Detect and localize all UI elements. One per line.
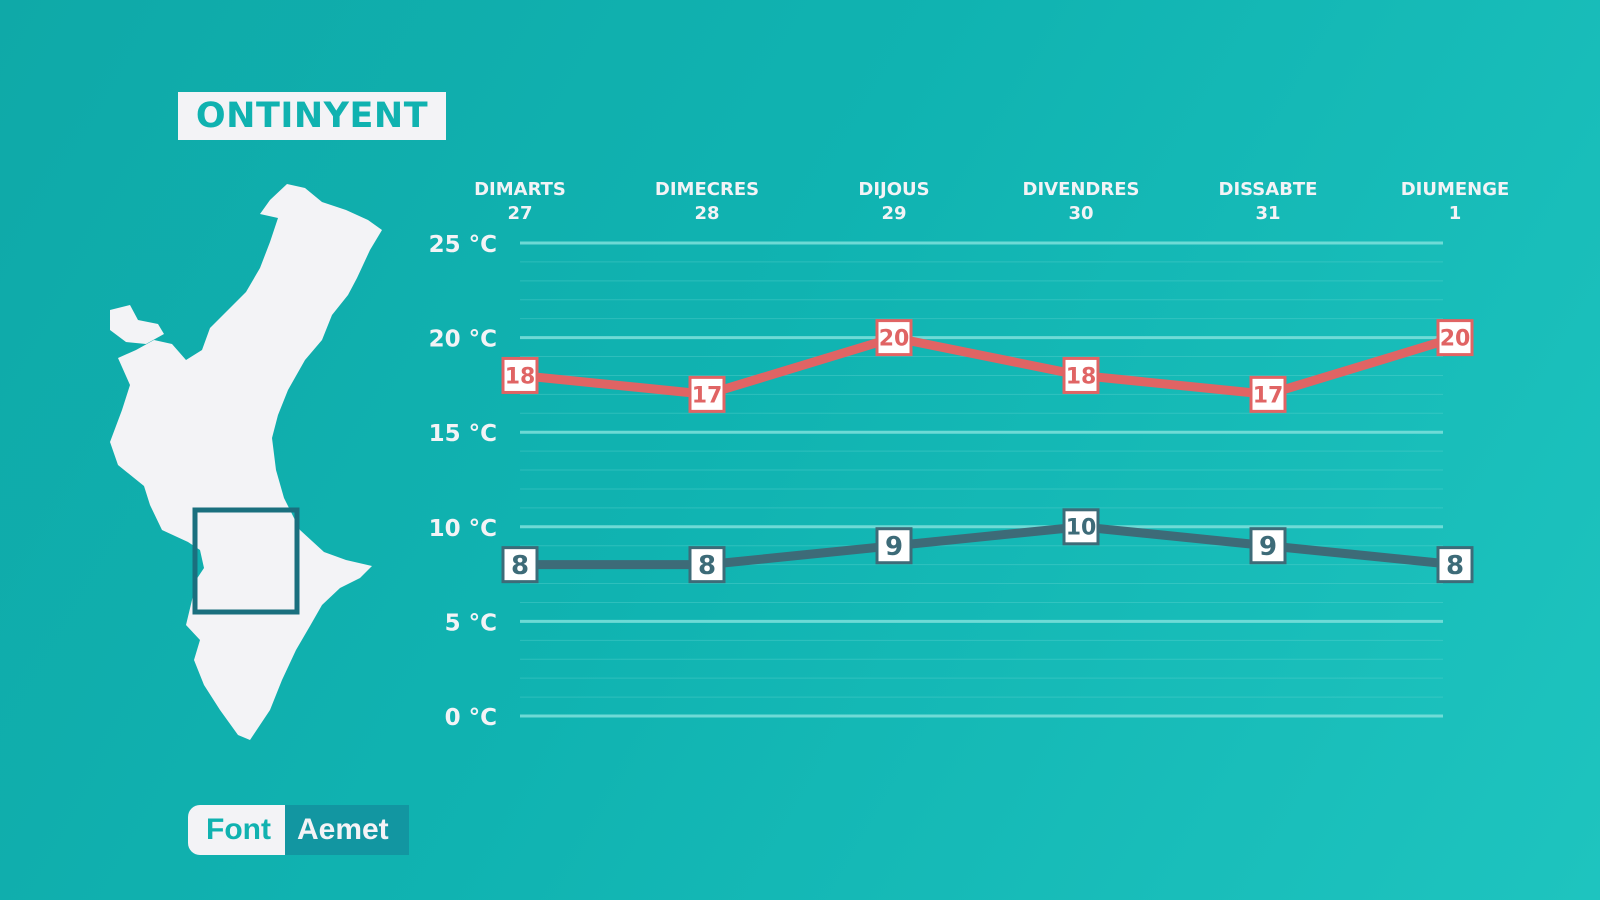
location-title-box: ONTINYENT [178,92,446,140]
y-tick-label: 20 °C [429,327,497,353]
data-point-min: 10 [1062,508,1100,546]
data-point-box [1249,527,1287,565]
data-point-label: 8 [698,551,716,581]
data-point-box [688,546,726,584]
data-point-label: 17 [692,383,723,408]
data-point-label: 10 [1066,516,1097,541]
data-point-box [501,356,539,394]
data-point-min: 8 [688,546,726,584]
data-point-max: 20 [875,319,913,357]
data-point-box [1062,356,1100,394]
data-point-box [875,527,913,565]
x-category-day: DIJOUS [858,179,929,200]
data-point-box [1436,546,1474,584]
location-marker-box [192,507,300,615]
y-tick-label: 5 °C [445,610,497,636]
x-category-date: 30 [1068,203,1093,224]
x-category-date: 31 [1255,203,1280,224]
data-point-max: 17 [1249,375,1287,413]
series-lines [519,333,1457,570]
data-point-box [688,375,726,413]
data-point-label: 9 [885,532,903,562]
data-point-box [875,319,913,357]
data-point-max: 20 [1436,319,1474,357]
data-point-label: 18 [505,364,536,389]
data-labels: 18 17 20 18 17 20 8 8 9 10 9 8 [501,319,1474,584]
data-point-label: 20 [879,327,910,352]
data-point-box [1249,375,1287,413]
data-point-min: 8 [1436,546,1474,584]
y-axis-labels: 25 °C 20 °C 15 °C 10 °C 5 °C 0 °C [429,232,497,731]
source-value: Aemet [284,805,409,855]
y-tick-label: 10 °C [429,516,497,542]
series-line-min [520,522,1456,570]
data-point-max: 17 [688,375,726,413]
x-category-date: 28 [694,203,719,224]
data-point-max: 18 [1062,356,1100,394]
data-point-label: 8 [1446,551,1464,581]
data-point-box [1062,508,1100,546]
x-category-date: 27 [507,203,532,224]
x-category-date: 29 [881,203,906,224]
data-point-min: 9 [875,527,913,565]
x-category-day: DIMECRES [655,179,759,200]
x-category-date: 1 [1449,203,1462,224]
x-category-day: DIVENDRES [1023,179,1140,200]
region-map [110,184,382,740]
y-tick-label: 0 °C [445,705,497,731]
location-title: ONTINYENT [195,96,429,136]
data-point-label: 8 [511,551,529,581]
source-badge: Font Aemet [188,805,409,855]
region-shape [110,184,382,740]
y-tick-label: 25 °C [429,232,497,258]
data-point-min: 8 [501,546,539,584]
data-point-box [1436,319,1474,357]
data-point-box [501,546,539,584]
data-point-label: 17 [1253,383,1284,408]
data-point-label: 20 [1440,327,1471,352]
source-label: Font [188,805,285,855]
x-category-day: DISSABTE [1219,179,1318,200]
series-line-max [519,333,1457,399]
x-category-day: DIUMENGE [1401,179,1510,200]
data-point-label: 18 [1066,364,1097,389]
data-point-label: 9 [1259,532,1277,562]
x-axis-labels: DIMARTS 27 DIMECRES 28 DIJOUS 29 DIVENDRES 30 DI… [474,179,1509,224]
data-point-max: 18 [501,356,539,394]
x-category-day: DIMARTS [474,179,566,200]
y-tick-label: 15 °C [429,421,497,447]
grid-layer [520,241,1443,718]
data-point-min: 9 [1249,527,1287,565]
